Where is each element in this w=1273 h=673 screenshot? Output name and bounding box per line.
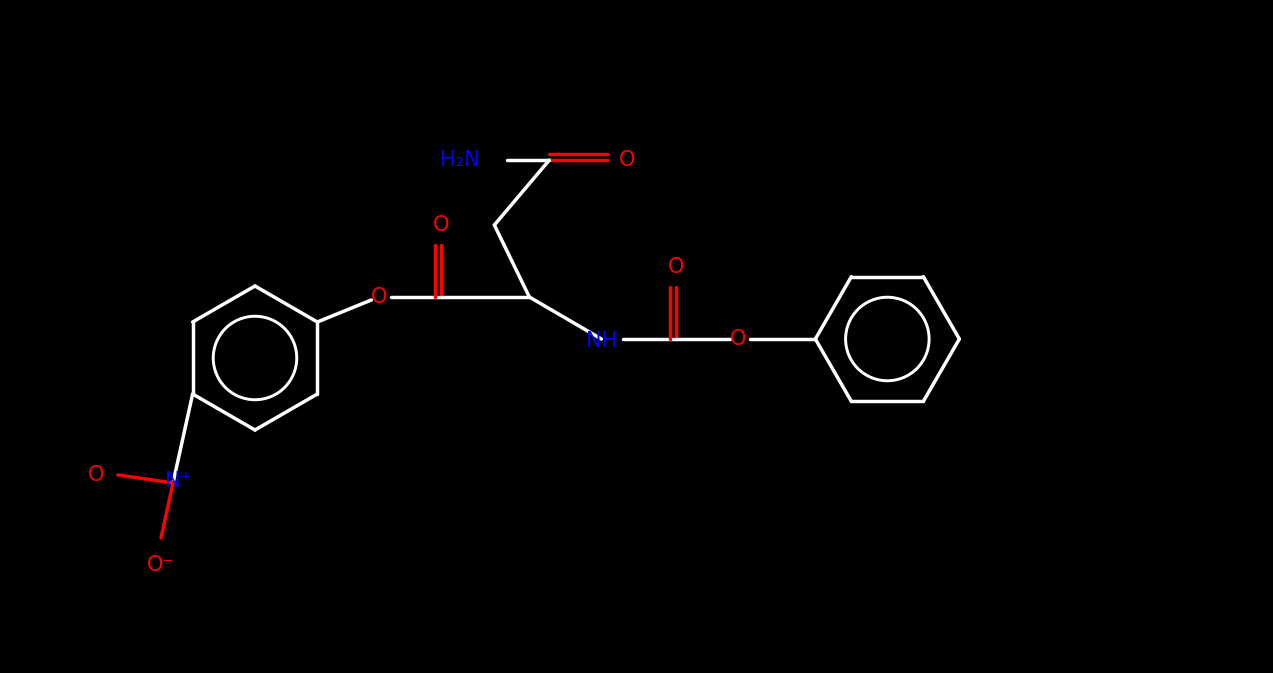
Text: O: O bbox=[668, 257, 685, 277]
Text: O: O bbox=[731, 329, 746, 349]
Text: O⁻: O⁻ bbox=[148, 555, 174, 575]
Text: N⁺: N⁺ bbox=[164, 471, 191, 491]
Text: O: O bbox=[433, 215, 449, 235]
Text: O: O bbox=[88, 465, 104, 485]
Text: H₂N: H₂N bbox=[439, 150, 480, 170]
Text: O: O bbox=[372, 287, 387, 307]
Text: NH: NH bbox=[586, 331, 617, 351]
Text: O: O bbox=[619, 150, 635, 170]
